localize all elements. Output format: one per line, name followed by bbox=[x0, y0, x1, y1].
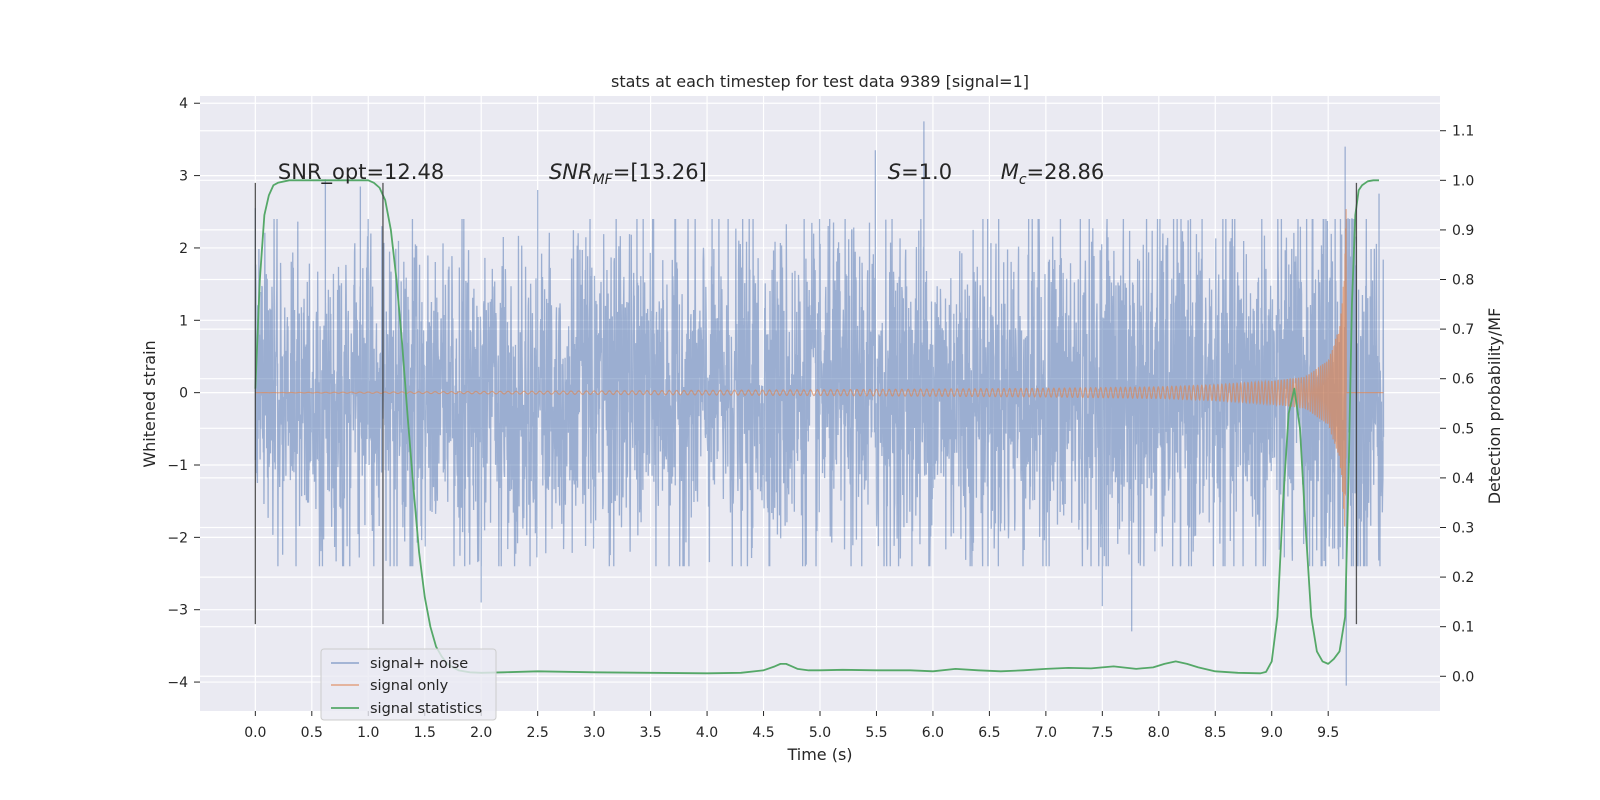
x-axis-label: Time (s) bbox=[786, 745, 852, 764]
legend-label-signal-noise: signal+ noise bbox=[370, 656, 468, 672]
y2-axis-label: Detection probability/MF bbox=[1485, 308, 1504, 505]
y2-tick-label: 1.1 bbox=[1452, 124, 1474, 140]
x-tick-label: 2.5 bbox=[527, 725, 549, 741]
y2-tick-label: 0.1 bbox=[1452, 620, 1474, 636]
legend-label-signal-statistics: signal statistics bbox=[370, 701, 482, 717]
x-axis-ticks: 0.0 0.5 1.0 1.5 2.0 2.5 3.0 3.5 4.0 4.5 5.0 5.5 6.0 6… bbox=[244, 711, 1339, 741]
x-tick-label: 3.5 bbox=[639, 725, 661, 741]
y-tick-label: −1 bbox=[167, 458, 188, 474]
x-tick-label: 2.0 bbox=[470, 725, 492, 741]
legend: signal+ noise signal only signal statist… bbox=[320, 648, 497, 721]
x-tick-label: 0.0 bbox=[244, 725, 266, 741]
x-tick-label: 7.5 bbox=[1091, 725, 1113, 741]
y2-tick-label: 0.4 bbox=[1452, 471, 1474, 487]
y-tick-label: 2 bbox=[179, 241, 188, 257]
annotations: SNR_opt=12.48 SNRMF=[13.26] S=1.0 Mc=28.86 bbox=[278, 160, 1104, 188]
x-tick-label: 0.5 bbox=[301, 725, 323, 741]
signal-only-line bbox=[255, 209, 1384, 527]
y2-tick-label: 1.0 bbox=[1452, 173, 1474, 189]
plot-content bbox=[254, 121, 1385, 686]
y2-tick-label: 0.6 bbox=[1452, 372, 1474, 388]
y2-tick-label: 0.7 bbox=[1452, 322, 1474, 338]
vertical-markers bbox=[254, 182, 1358, 625]
y2-tick-label: 0.5 bbox=[1452, 421, 1474, 437]
y-tick-label: −2 bbox=[167, 530, 188, 546]
y2-tick-label: 0.0 bbox=[1452, 669, 1474, 685]
x-tick-label: 4.0 bbox=[696, 725, 718, 741]
annotation-text: SNR_opt=12.48 bbox=[278, 160, 444, 185]
x-tick-label: 1.5 bbox=[414, 725, 436, 741]
y-axis-ticks: −4 −3 −2 −1 0 1 2 3 4 bbox=[167, 96, 200, 691]
x-tick-label: 3.0 bbox=[583, 725, 605, 741]
y-tick-label: 1 bbox=[179, 313, 188, 329]
chart-title: stats at each timestep for test data 938… bbox=[611, 72, 1029, 91]
x-tick-label: 6.0 bbox=[922, 725, 944, 741]
signal-statistics-line bbox=[254, 179, 1380, 675]
annotation-text: SNRMF=[13.26] bbox=[549, 160, 707, 188]
y2-tick-label: 0.3 bbox=[1452, 520, 1474, 536]
y-tick-label: −3 bbox=[167, 603, 188, 619]
x-tick-label: 1.0 bbox=[357, 725, 379, 741]
x-tick-label: 9.0 bbox=[1261, 725, 1283, 741]
series-signal-statistics bbox=[254, 179, 1380, 675]
y-tick-label: 4 bbox=[179, 96, 188, 112]
x-tick-label: 5.5 bbox=[865, 725, 887, 741]
y-tick-label: 3 bbox=[179, 169, 188, 185]
y2-axis-ticks: 0.0 0.1 0.2 0.3 0.4 0.5 0.6 0.7 0.8 0.9 1.0 1.1 bbox=[1440, 124, 1474, 685]
legend-label-signal-only: signal only bbox=[370, 678, 449, 694]
y2-tick-label: 0.9 bbox=[1452, 223, 1474, 239]
annotation-text: S=1.0 bbox=[888, 160, 952, 184]
x-tick-label: 4.5 bbox=[752, 725, 774, 741]
x-tick-label: 5.0 bbox=[809, 725, 831, 741]
x-tick-label: 8.0 bbox=[1148, 725, 1170, 741]
series-signal-only bbox=[255, 209, 1384, 527]
x-tick-label: 8.5 bbox=[1204, 725, 1226, 741]
y-tick-label: −4 bbox=[167, 675, 188, 691]
x-tick-label: 7.0 bbox=[1035, 725, 1057, 741]
y2-tick-label: 0.2 bbox=[1452, 570, 1474, 586]
legend-box bbox=[320, 648, 497, 721]
y-axis-label: Whitened strain bbox=[140, 340, 159, 467]
x-tick-label: 6.5 bbox=[978, 725, 1000, 741]
y2-tick-label: 0.8 bbox=[1452, 273, 1474, 289]
annotation-text: Mc=28.86 bbox=[1001, 160, 1105, 188]
x-tick-label: 9.5 bbox=[1317, 725, 1339, 741]
y-tick-label: 0 bbox=[179, 386, 188, 402]
